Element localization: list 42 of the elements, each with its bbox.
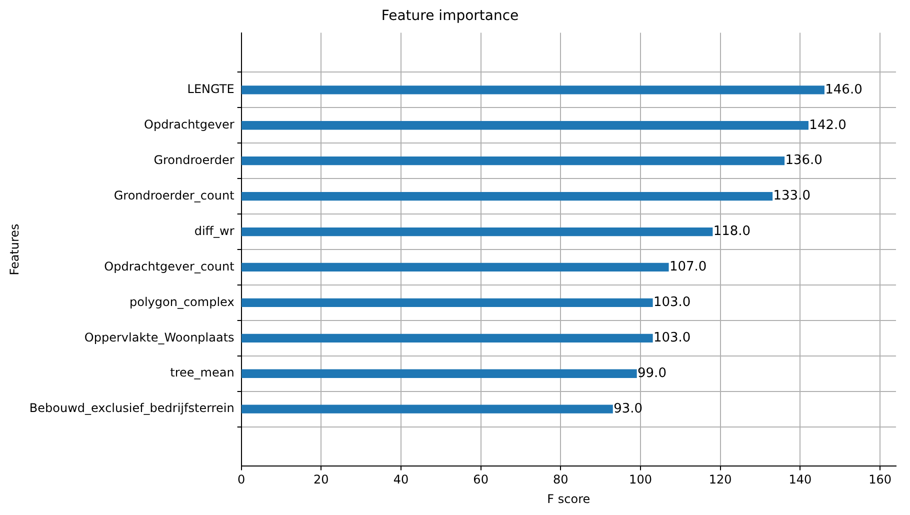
data-label: 146.0 [825,82,862,98]
data-label: 93.0 [614,401,643,416]
y-tick-label: Grondroerder_count [114,188,235,202]
bar [241,86,824,94]
bar [241,262,669,272]
y-tick-label: polygon_complex [129,294,234,309]
y-tick-label: Oppervlakte_Woonplaats [84,330,234,344]
x-tick-label: 40 [393,472,409,487]
data-label: 103.0 [653,330,691,346]
bar [241,121,809,130]
y-tick-label: diff_wr [194,224,234,238]
y-tick-label: Opdrachtgever_count [104,259,235,274]
x-axis-title: F score [547,492,590,506]
bar [241,369,637,378]
data-label: 136.0 [785,153,822,168]
x-tick-label: 160 [868,472,892,487]
bar [241,404,613,414]
x-tick-label: 140 [788,472,812,487]
data-label: 118.0 [713,224,751,240]
data-label: 103.0 [653,295,691,310]
chart-title: Feature importance [381,8,519,24]
y-tick-label: Grondroerder [154,152,234,167]
y-tick-label: Opdrachtgever [144,118,234,132]
x-tick-label: 120 [708,472,732,487]
data-label: 99.0 [638,366,666,381]
y-axis-title: Features [7,224,22,276]
data-label: 133.0 [773,188,810,204]
bar [241,156,785,166]
data-label: 142.0 [809,118,846,133]
x-tick-label: 20 [314,472,329,487]
bar [241,192,773,201]
y-tick-label: tree_mean [170,366,234,380]
data-label: 107.0 [669,260,707,275]
bar [241,298,653,308]
x-tick-label: 100 [629,472,652,487]
bar [241,227,713,236]
x-tick-label: 60 [473,472,488,487]
bar [241,334,653,342]
y-tick-label: Bebouwd_exclusief_bedrijfsterrein [29,401,234,416]
x-tick-label: 80 [553,472,568,487]
x-tick-label: 0 [237,472,246,487]
y-tick-label: LENGTE [187,82,234,96]
